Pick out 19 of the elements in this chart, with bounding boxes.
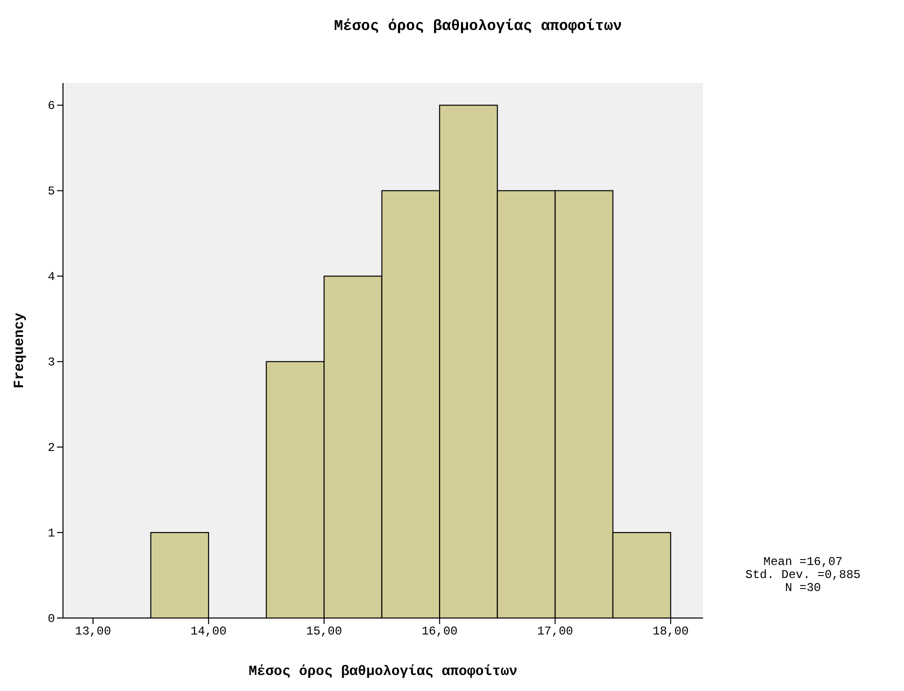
y-tick-label: 4	[48, 270, 55, 284]
x-tick-label: 14,00	[190, 624, 227, 639]
x-tick-label: 17,00	[537, 624, 574, 639]
x-tick-label: 16,00	[422, 624, 458, 639]
y-tick-label: 0	[48, 612, 55, 626]
x-tick-label: 15,00	[306, 624, 342, 639]
y-tick-label: 1	[48, 526, 55, 541]
text: Mean =16,07	[762, 555, 844, 569]
text: N =30	[784, 581, 822, 595]
text: Std. Dev. =0,885	[744, 568, 862, 582]
y-axis-title: Frequency	[12, 312, 28, 388]
y-tick-label: 2	[48, 441, 55, 456]
x-axis-title: Μέσος όρος βαθμολογίας αποφοίτων	[248, 664, 518, 680]
y-tick-label: 3	[48, 356, 55, 370]
y-tick-label: 6	[48, 99, 55, 114]
y-tick-label: 5	[48, 184, 55, 199]
chart-title: Μέσος όρος βαθμολογίας αποφοίτων	[332, 18, 624, 35]
x-tick-label: 13,00	[75, 624, 112, 639]
x-tick-label: 18,00	[652, 624, 689, 639]
